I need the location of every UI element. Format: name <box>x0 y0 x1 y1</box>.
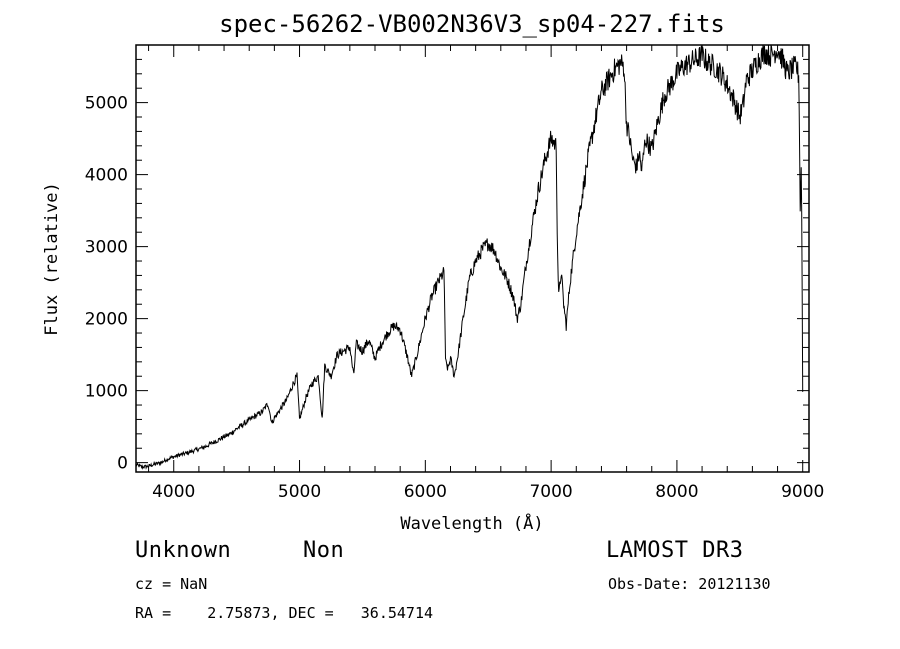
x-axis-ticks <box>148 45 804 472</box>
y-tick-label: 2000 <box>85 310 128 330</box>
y-axis-label: Flux (relative) <box>42 182 62 336</box>
y-tick-label: 3000 <box>85 238 128 258</box>
x-axis-tick-labels: 4000 5000 6000 7000 8000 9000 <box>152 482 824 502</box>
x-tick-label: 9000 <box>781 482 824 502</box>
y-tick-label: 0 <box>117 454 128 474</box>
object-subclass: Non <box>303 538 345 563</box>
spectrum-series <box>135 44 804 470</box>
x-tick-label: 4000 <box>152 482 195 502</box>
obs-date: Obs-Date: 20121130 <box>608 575 771 593</box>
redshift-value: cz = NaN <box>135 575 208 593</box>
chart-title: spec-56262-VB002N36V3_sp04-227.fits <box>219 10 725 38</box>
y-tick-label: 5000 <box>85 94 128 114</box>
y-axis-tick-labels: 0 1000 2000 3000 4000 5000 <box>85 94 128 474</box>
object-class: Unknown <box>135 538 232 563</box>
y-axis-ticks <box>136 58 809 464</box>
survey-label: LAMOST DR3 <box>606 538 744 563</box>
x-tick-label: 7000 <box>529 482 572 502</box>
plot-frame <box>135 44 810 473</box>
y-tick-label: 1000 <box>85 382 128 402</box>
y-tick-label: 4000 <box>85 166 128 186</box>
x-tick-label: 5000 <box>278 482 321 502</box>
ra-dec-coordinates: RA = 2.75873, DEC = 36.54714 <box>135 604 434 622</box>
x-tick-label: 6000 <box>404 482 447 502</box>
x-axis-label: Wavelength (Å) <box>400 512 543 534</box>
x-tick-label: 8000 <box>655 482 698 502</box>
spectrum-line <box>135 44 804 470</box>
